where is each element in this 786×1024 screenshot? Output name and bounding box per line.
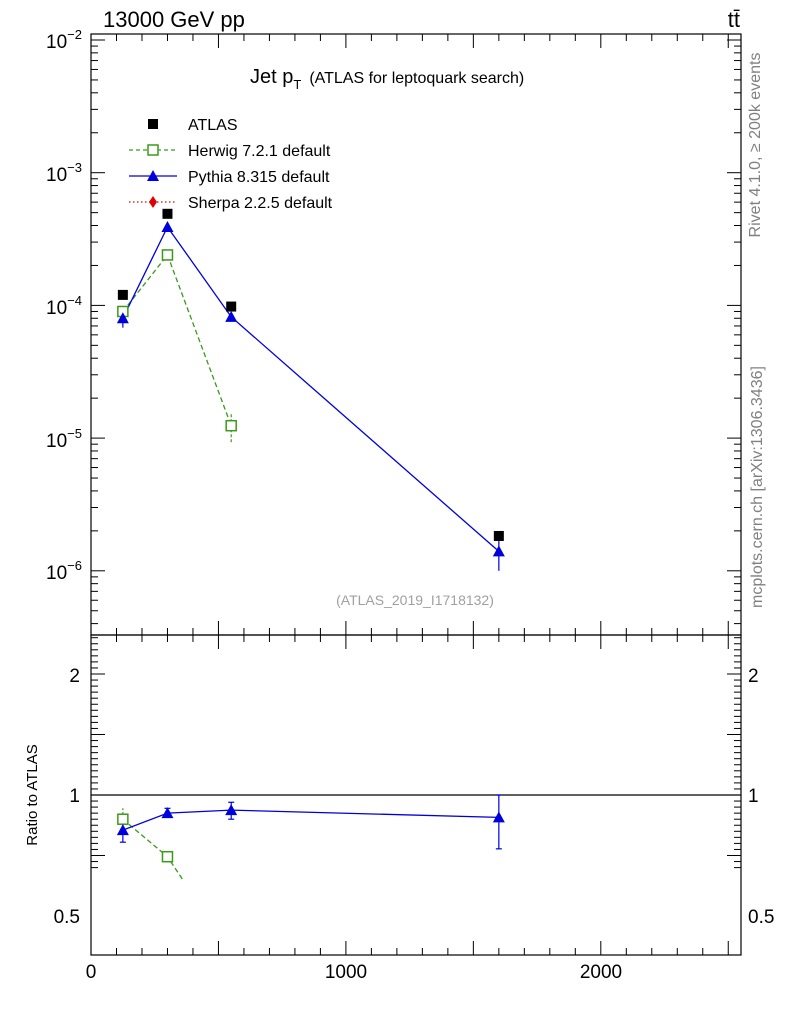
- atlas-point: [493, 530, 504, 541]
- main-series: [116, 208, 505, 571]
- x-tick-label-1000: 1000: [325, 962, 367, 983]
- herwig-line: [122, 253, 232, 426]
- atlas-point: [226, 301, 237, 312]
- herwig-point: [225, 419, 237, 432]
- main-y-tick-labels: 10−2 10−3 10−4 10−5 10−6: [46, 27, 82, 584]
- legend-marker-pythia: [147, 170, 159, 181]
- pythia-point: [225, 310, 238, 322]
- title-rest: (ATLAS for leptoquark search): [309, 70, 524, 87]
- analysis-watermark: (ATLAS_2019_I1718132): [336, 592, 494, 608]
- x-tick-label-2000: 2000: [580, 962, 622, 983]
- ratio-herwig-point: [117, 813, 129, 825]
- legend-label-herwig: Herwig 7.2.1 default: [188, 143, 331, 160]
- ratio-y-tick-label-2: 2: [69, 666, 80, 687]
- ratio-y-tick-label-1: 1: [69, 786, 80, 807]
- y-tick-exp: −4: [67, 293, 82, 308]
- y-tick-base: 10: [46, 32, 67, 53]
- ratio-y-tick-label-0.5-right: 0.5: [748, 907, 774, 928]
- title-sub: T: [293, 77, 301, 92]
- energy-label: 13000 GeV pp: [103, 7, 245, 32]
- ratio-pythia-point: [225, 804, 238, 816]
- y-tick-exp: −6: [67, 558, 82, 573]
- y-tick-label-1e-2: 10−2: [46, 27, 82, 53]
- x-tick-label-0: 0: [86, 962, 97, 983]
- y-tick-base: 10: [46, 563, 67, 584]
- legend: ATLAS Herwig 7.2.1 default Pythia 8.315 …: [129, 117, 333, 212]
- x-tick-labels: 0 1000 2000: [86, 962, 622, 983]
- ratio-pythia-line: [122, 809, 499, 831]
- y-tick-base: 10: [46, 165, 67, 186]
- ratio-y-tick-label-2-right: 2: [748, 666, 759, 687]
- atlas-point: [117, 289, 128, 300]
- legend-label-sherpa: Sherpa 2.2.5 default: [188, 195, 333, 212]
- ratio-pythia-point: [492, 811, 505, 823]
- y-tick-exp: −3: [67, 160, 82, 175]
- ratio-y-axis-label: Ratio to ATLAS: [24, 744, 41, 845]
- mcplots-label: mcplots.cern.ch [arXiv:1306.3436]: [749, 366, 766, 608]
- y-tick-base: 10: [46, 298, 67, 319]
- pythia-point: [492, 545, 505, 557]
- title-main: Jet p: [250, 66, 293, 88]
- rivet-label: Rivet 4.1.0, ≥ 200k events: [747, 53, 764, 238]
- legend-label-pythia: Pythia 8.315 default: [188, 169, 330, 186]
- legend-marker-sherpa: [149, 196, 157, 208]
- legend-label-atlas: ATLAS: [188, 117, 238, 134]
- herwig-point: [161, 249, 174, 261]
- ratio-y-tick-labels: 2 1 0.5 2 1 0.5: [54, 666, 775, 928]
- pythia-point: [161, 220, 174, 232]
- main-title: Jet pT (ATLAS for leptoquark search): [250, 66, 524, 92]
- y-tick-base: 10: [46, 431, 67, 452]
- ratio-pythia-point: [116, 824, 129, 836]
- ratio-y-tick-label-1-right: 1: [748, 786, 759, 807]
- y-tick-label-1e-4: 10−4: [46, 293, 82, 319]
- pythia-point: [116, 312, 129, 324]
- y-tick-exp: −5: [67, 426, 82, 441]
- y-tick-exp: −2: [67, 27, 82, 42]
- legend-marker-atlas: [148, 119, 158, 129]
- process-label: tt̄: [728, 7, 740, 32]
- axis-ticks: [90, 34, 741, 955]
- legend-marker-herwig: [147, 144, 159, 156]
- ratio-pythia-point: [161, 807, 174, 819]
- y-tick-label-1e-3: 10−3: [46, 160, 82, 186]
- ratio-series: [116, 794, 505, 881]
- ratio-herwig-point: [161, 850, 174, 863]
- y-tick-label-1e-5: 10−5: [46, 426, 82, 452]
- pythia-line: [122, 225, 500, 552]
- ratio-y-tick-label-0.5: 0.5: [54, 907, 80, 928]
- ratio-herwig-line: [122, 818, 184, 881]
- y-tick-label-1e-6: 10−6: [46, 558, 82, 584]
- atlas-point: [162, 208, 173, 219]
